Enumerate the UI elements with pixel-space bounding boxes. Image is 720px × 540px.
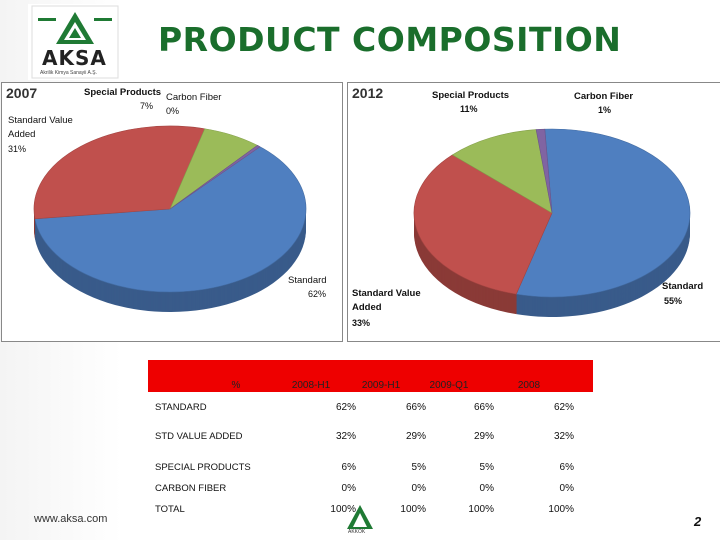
table-cell: 62% <box>553 402 574 413</box>
pie-2007-label-std-value-added: Standard Value Added <box>8 115 73 140</box>
table-cell: 66% <box>405 402 426 413</box>
table-row-label: STANDARD <box>155 402 207 413</box>
pie-2007-label-carbon-fiber: Carbon Fiber <box>166 92 222 103</box>
table-header-bar <box>148 360 593 392</box>
pie-2007-pct-standard: 62% <box>308 289 327 299</box>
pie-2012-slice-0 <box>515 128 691 298</box>
pie-2007-pct-carbon-fiber: 0% <box>166 106 180 116</box>
table-cell: 0% <box>341 483 356 494</box>
table-cell: 100% <box>330 504 356 515</box>
pie-2012-label-carbon-fiber: Carbon Fiber <box>574 91 634 102</box>
table-unit-header: % <box>231 380 241 391</box>
table-cell: 5% <box>411 462 426 473</box>
pie-2012-pct-std-value-added: 33% <box>352 318 371 328</box>
akkok-logo-mark <box>347 505 373 529</box>
table-cell: 100% <box>468 504 494 515</box>
pie-2012-pct-special-products: 11% <box>460 104 478 114</box>
footer-url: www.aksa.com <box>34 513 108 525</box>
pie-2007-slice-3 <box>169 145 261 210</box>
pie-2007-slice-0 <box>34 145 307 293</box>
logo-subtitle: Akrilik Kimya Sanayii A.Ş. <box>40 70 97 76</box>
table-cell: 0% <box>559 483 574 494</box>
pie-2012-svg <box>413 128 691 317</box>
table-cell: 0% <box>411 483 426 494</box>
table-row-label: CARBON FIBER <box>155 483 227 494</box>
table-row-label: TOTAL <box>155 504 185 515</box>
pie-2012-year: 2012 <box>352 85 384 101</box>
table-column-header: 2008-H1 <box>291 380 331 391</box>
table-cell: 29% <box>405 431 426 442</box>
table-cell: 0% <box>479 483 494 494</box>
table-column-header: 2008 <box>517 380 541 391</box>
pie-chart-2012: 2012 Special Products 11% Carbon Fiber 1… <box>347 82 720 342</box>
aksa-logo-mark <box>31 5 119 79</box>
table-cell: 32% <box>335 431 356 442</box>
table-row-label: STD VALUE ADDED <box>155 431 243 442</box>
pie-2012-slice-1 <box>413 154 553 295</box>
table-cell: 100% <box>548 504 574 515</box>
table-cell: 29% <box>473 431 494 442</box>
pie-2007-pct-special-products: 7% <box>140 101 154 111</box>
akkok-logo-name: AKKÖK <box>348 529 366 535</box>
pie-chart-2007: 2007 Special Products 7% Carbon Fiber 0%… <box>1 82 343 342</box>
table-column-header: 2009-H1 <box>361 380 401 391</box>
aksa-logo: AKSA Akrilik Kimya Sanayii A.Ş. <box>28 4 122 80</box>
pie-2012-slice-3 <box>535 128 553 214</box>
table-cell: 62% <box>335 402 356 413</box>
table-cell: 32% <box>553 431 574 442</box>
table-cell: 6% <box>559 462 574 473</box>
pie-2007-pct-std-value-added: 31% <box>8 144 27 154</box>
pie-2007-slice-1 <box>33 125 206 220</box>
pie-2007-label-standard: Standard <box>288 275 327 286</box>
table-row-label: SPECIAL PRODUCTS <box>155 462 251 473</box>
pie-2012-slice-2 <box>451 129 553 214</box>
pie-2012-label-standard: Standard <box>662 281 704 292</box>
page-number: 2 <box>694 514 702 529</box>
pie-2012-label-special-products: Special Products <box>432 90 510 101</box>
pie-2012-pct-standard: 55% <box>664 296 683 306</box>
table-cell: 5% <box>479 462 494 473</box>
pie-2012-pct-carbon-fiber: 1% <box>598 105 612 115</box>
logo-name: AKSA <box>42 46 107 70</box>
table-cell: 6% <box>341 462 356 473</box>
page-title: PRODUCT COMPOSITION <box>158 20 622 59</box>
pie-2007-svg <box>33 125 307 313</box>
pie-2007-label-special-products: Special Products <box>84 87 162 98</box>
table-cell: 66% <box>473 402 494 413</box>
pie-2012-label-std-value-added: Standard Value Added <box>352 288 421 313</box>
pie-2007-year: 2007 <box>6 85 38 101</box>
table-cell: 100% <box>400 504 426 515</box>
table-column-header: 2009-Q1 <box>429 380 469 391</box>
akkok-logo <box>345 503 375 537</box>
